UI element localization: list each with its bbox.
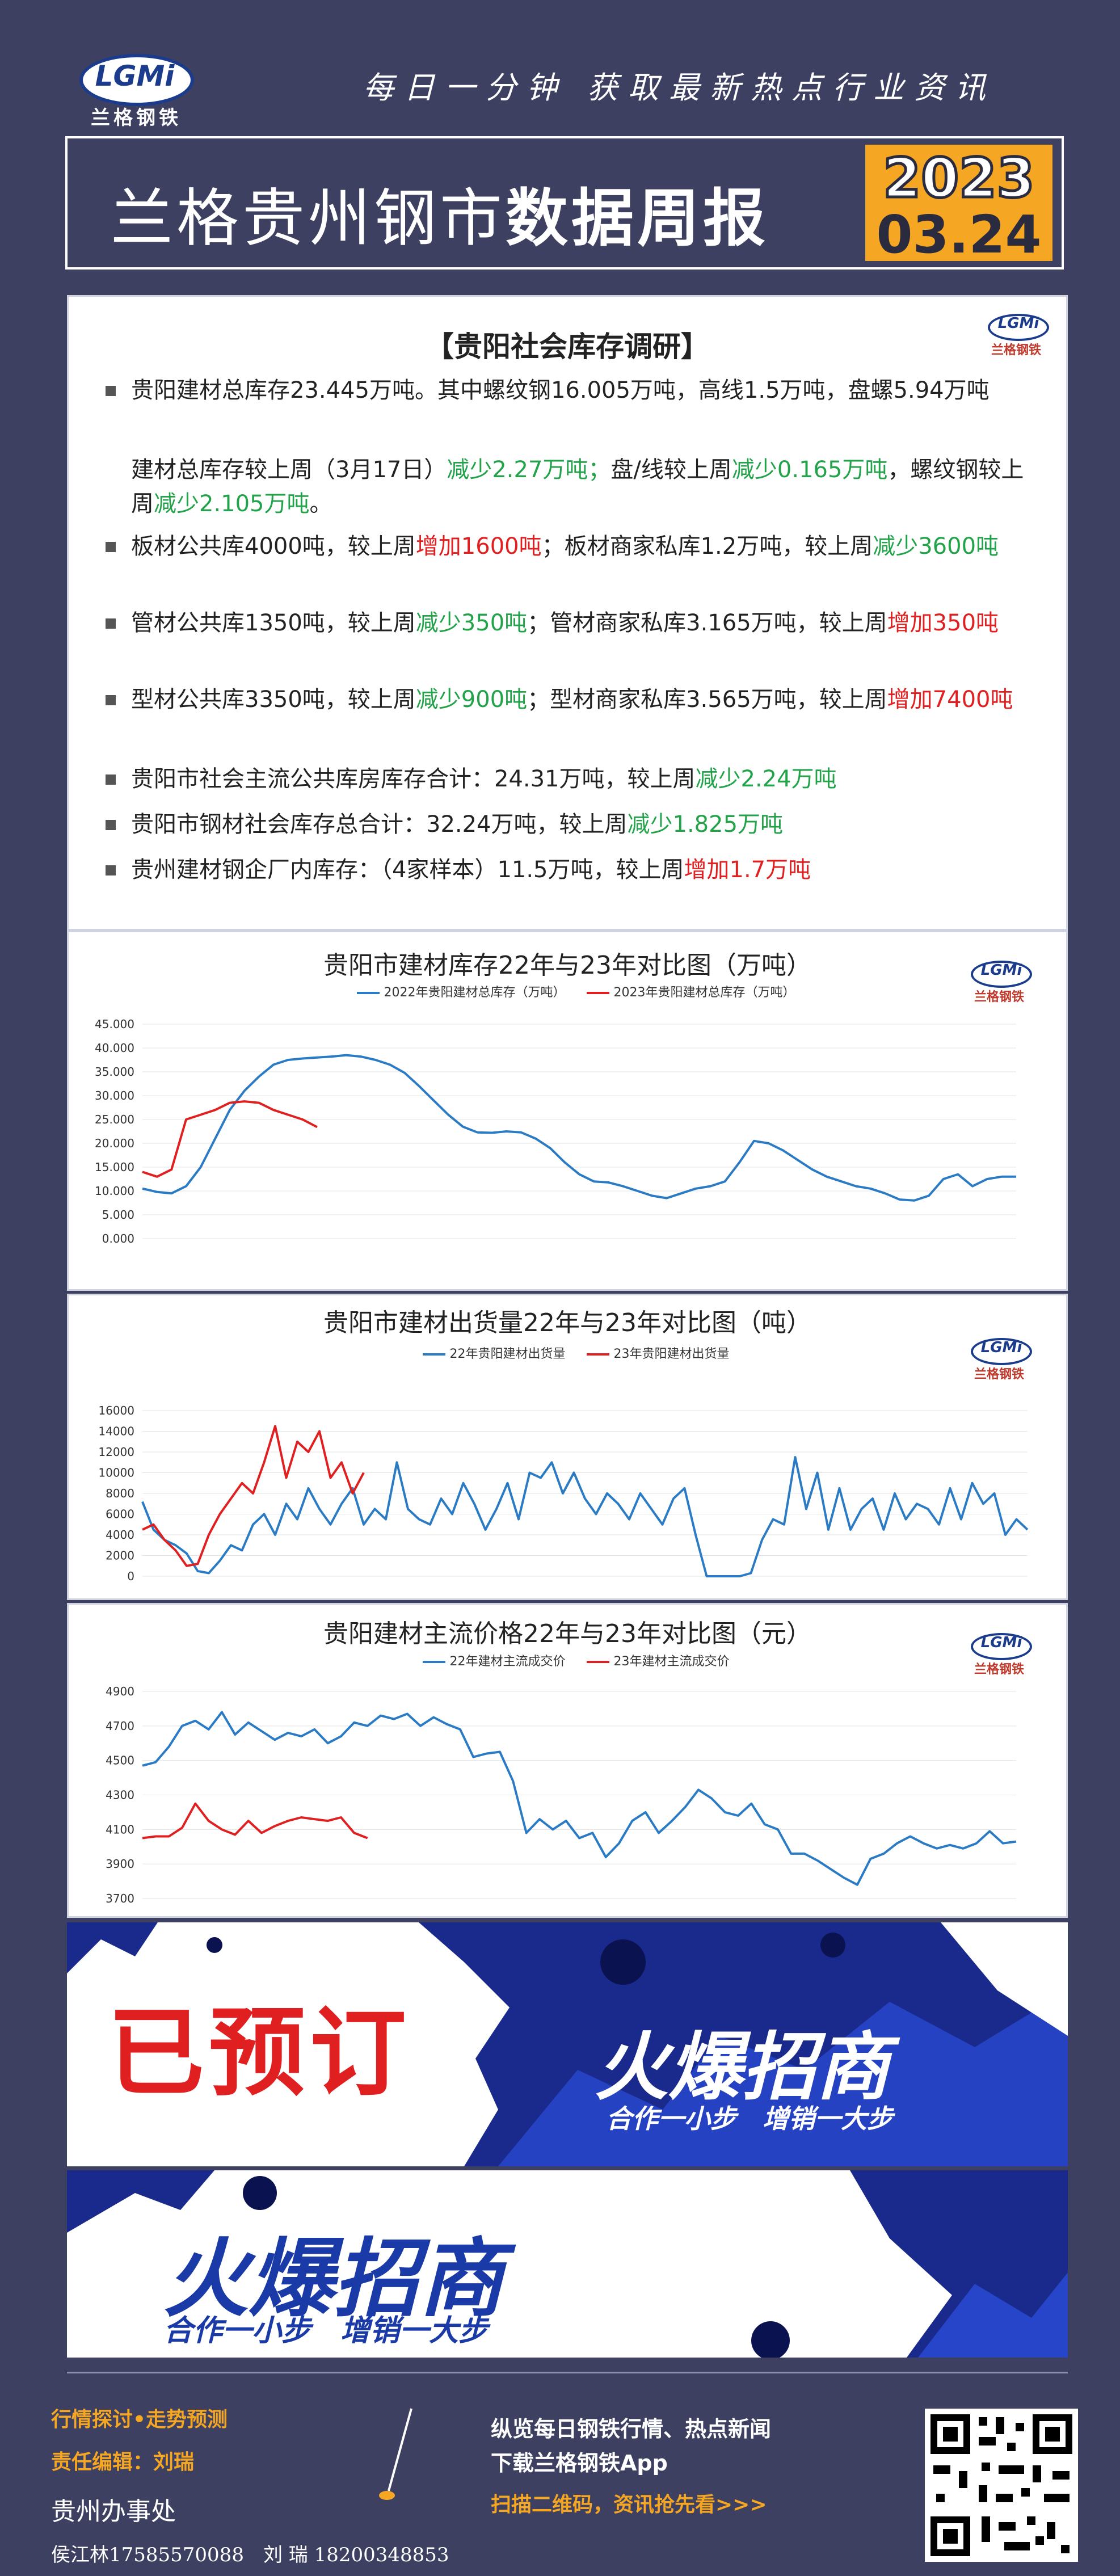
y-tick-label: 0.000 <box>102 1232 134 1245</box>
y-tick-label: 2000 <box>106 1549 134 1563</box>
inventory-survey-panel: 【贵阳社会库存调研】 LGMi 兰格钢铁 贵阳建材总库存23.445万吨。其中螺纹… <box>67 295 1068 931</box>
footer-divider <box>67 2372 1068 2373</box>
series-line-1 <box>142 1711 1017 1886</box>
slogan: 每日一分钟 获取最新热点行业资讯 <box>363 70 996 106</box>
y-tick-label: 12000 <box>98 1445 134 1459</box>
y-tick-label: 45.000 <box>95 1017 134 1031</box>
page-title-bold: 数据周报 <box>506 182 769 255</box>
ad-banner-booked[interactable]: 火爆招商 合作一小步 增销一大步 <box>67 1922 1068 2166</box>
footer-promo-2: 下载兰格钢铁App <box>491 2451 668 2476</box>
brand-logo: LGMi 兰格钢铁 <box>965 1633 1033 1677</box>
y-tick-label: 15.000 <box>95 1160 134 1174</box>
inventory-chart-panel: 贵阳市建材库存22年与23年对比图（万吨） 2022年贵阳建材总库存（万吨） 2… <box>67 931 1068 1291</box>
list-item: 贵阳市社会主流公共库房库存合计：24.31万吨，较上周减少2.24万吨 <box>106 762 1036 796</box>
y-tick-label: 4000 <box>106 1528 134 1542</box>
y-tick-label: 25.000 <box>95 1113 134 1126</box>
footer-promo-3: 扫描二维码，资讯抢先看>>> <box>491 2493 767 2516</box>
shipment-line-chart: 0 2000 4000 6000 8000 10000 12000 14000 16000 <box>98 1404 1029 1583</box>
y-tick-label: 35.000 <box>95 1065 134 1079</box>
price-chart-panel: 贵阳建材主流价格22年与23年对比图（元） 22年建材主流成交价 23年建材主流… <box>67 1603 1068 1918</box>
ad-brush-decoration <box>67 2170 1068 2358</box>
y-tick-label: 14000 <box>98 1425 134 1438</box>
list-item: 贵州建材钢企厂内库存：（4家样本）11.5万吨，较上周增加1.7万吨 <box>106 853 1036 887</box>
date-year: 2023 <box>882 145 1036 212</box>
ad-title: 火爆招商 <box>595 2024 890 2110</box>
list-item: 建材总库存较上周（3月17日）减少2.27万吨；盘/线较上周减少0.165万吨，… <box>131 457 1024 517</box>
y-tick-label: 4500 <box>106 1754 134 1767</box>
chart-title: 贵阳建材主流价格22年与23年对比图（元） <box>323 1619 811 1648</box>
series-line-1 <box>142 1054 1016 1202</box>
list-item: 贵阳建材总库存23.445万吨。其中螺纹钢16.005万吨，高线1.5万吨，盘螺… <box>106 373 1036 407</box>
shipment-chart-panel: 贵阳市建材出货量22年与23年对比图（吨） 22年贵阳建材出货量 23年贵阳建材… <box>67 1294 1068 1600</box>
ad-booked-label: 已预订 <box>108 1997 411 2110</box>
ad-brush-decoration <box>67 1922 1068 2166</box>
y-tick-label: 5.000 <box>102 1208 134 1222</box>
list-item: 管材公共库1350吨，较上周减少350吨；管材商家私库3.165万吨，较上周增加… <box>106 606 1036 640</box>
y-tick-label: 16000 <box>98 1404 134 1417</box>
chart-legend: 22年建材主流成交价 23年建材主流成交价 <box>69 1651 1066 1669</box>
series-line-2 <box>142 1802 368 1840</box>
title-frame <box>65 136 1064 270</box>
chart-title: 贵阳市建材库存22年与23年对比图（万吨） <box>323 951 811 980</box>
chart-title: 贵阳市建材出货量22年与23年对比图（吨） <box>323 1308 811 1337</box>
footer-contacts: 侯江林17585570088 刘 瑞 18200348853 <box>51 2544 449 2566</box>
ad-subtitle: 合作一小步 增销一大步 <box>163 2314 489 2348</box>
brand-logo: LGMi 兰格钢铁 <box>982 314 1050 357</box>
date-day: 03.24 <box>876 204 1042 265</box>
y-tick-label: 6000 <box>106 1508 134 1521</box>
list-item: 板材公共库4000吨，较上周增加1600吨；板材商家私库1.2万吨，较上周减少3… <box>106 529 1036 563</box>
list-item: 型材公共库3350吨，较上周减少900吨；型材商家私库3.565万吨，较上周增加… <box>106 683 1036 717</box>
brand-logo: LGMi 兰格钢铁 <box>965 961 1033 1004</box>
date-badge <box>865 145 1052 261</box>
ad-subtitle: 合作一小步 增销一大步 <box>606 2103 893 2134</box>
series-line-1 <box>141 1456 1029 1577</box>
list-item: 贵阳市钢材社会库存总合计：32.24万吨，较上周减少1.825万吨 <box>106 807 1036 841</box>
qr-code[interactable] <box>925 2409 1078 2562</box>
footer-promo-1: 纵览每日钢铁行情、热点新闻 <box>491 2417 772 2442</box>
y-tick-label: 10000 <box>98 1466 134 1480</box>
series-line-2 <box>142 1425 365 1567</box>
y-tick-label: 4300 <box>106 1788 134 1802</box>
y-tick-label: 0 <box>127 1569 134 1583</box>
page-title: 兰格贵州钢市数据周报 <box>111 167 769 258</box>
y-tick-label: 40.000 <box>95 1041 134 1055</box>
y-tick-label: 4900 <box>106 1685 134 1698</box>
price-line-chart: 3700 3900 4100 4300 4500 4700 4900 <box>106 1685 1017 1905</box>
inventory-line-chart: 0.000 5.000 10.000 15.000 20.000 25.000 30.000… <box>95 1017 1016 1245</box>
y-tick-label: 4700 <box>106 1719 134 1733</box>
ad-banner[interactable]: 火爆招商 合作一小步 增销一大步 <box>67 2170 1068 2358</box>
chart-legend: 22年贵阳建材出货量 23年贵阳建材出货量 <box>69 1344 1066 1362</box>
y-tick-label: 30.000 <box>95 1089 134 1102</box>
brand-logo: LGMi 兰格钢铁 <box>965 1338 1033 1382</box>
y-tick-label: 3700 <box>106 1892 134 1905</box>
y-tick-label: 20.000 <box>95 1137 134 1150</box>
survey-title: 【贵阳社会库存调研】 <box>426 330 709 363</box>
chart-legend: 2022年贵阳建材总库存（万吨） 2023年贵阳建材总库存（万吨） <box>69 982 1066 1000</box>
qr-code-icon <box>930 2414 1072 2556</box>
logo-subtitle: 兰格钢铁 <box>91 107 182 129</box>
y-tick-label: 10.000 <box>95 1184 134 1198</box>
footer-tag: 行情探讨•走势预测 <box>51 2408 228 2431</box>
series-line-2 <box>142 1100 318 1178</box>
y-tick-label: 3900 <box>106 1857 134 1871</box>
y-tick-label: 8000 <box>106 1487 134 1500</box>
logo-oval <box>79 54 194 106</box>
pen-icon <box>379 2408 412 2500</box>
footer-office: 贵州办事处 <box>51 2497 176 2526</box>
footer-editor: 责任编辑：刘瑞 <box>51 2451 195 2474</box>
ad-title: 火爆招商 <box>163 2230 504 2329</box>
y-tick-label: 4100 <box>106 1822 134 1836</box>
logo: LGMi <box>95 60 175 92</box>
page-title-light: 兰格贵州钢市 <box>111 182 506 255</box>
